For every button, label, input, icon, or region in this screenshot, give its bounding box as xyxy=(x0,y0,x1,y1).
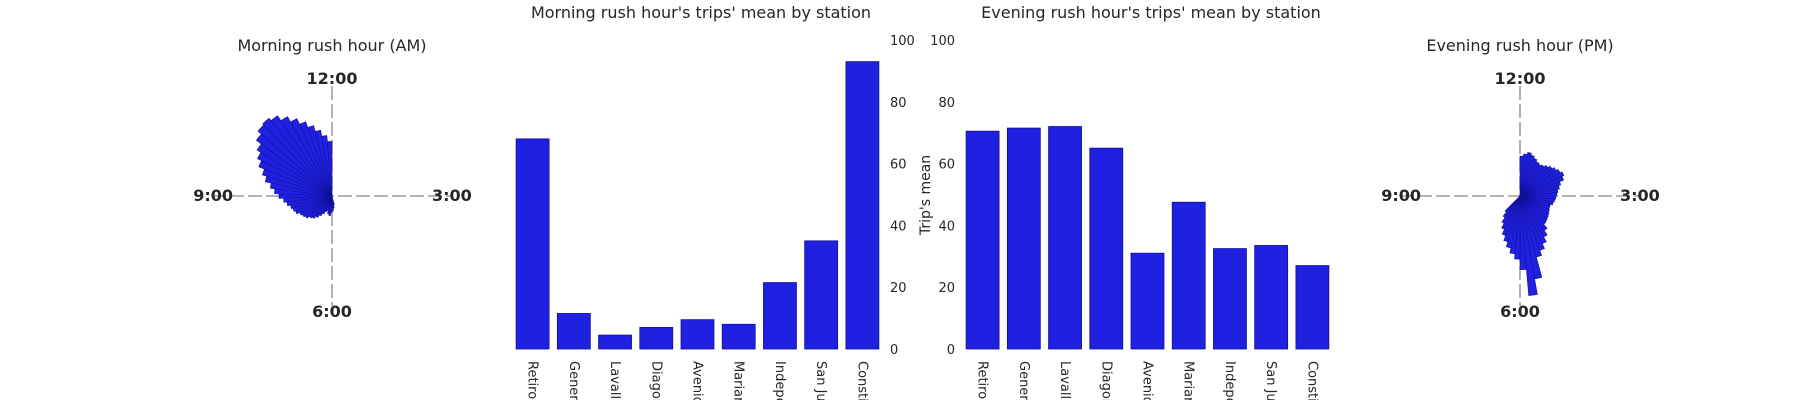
morning-ytick-0: 0 xyxy=(890,343,898,358)
morning-bars xyxy=(515,61,880,350)
evening-bars xyxy=(965,126,1330,350)
evening-ytick-4: 80 xyxy=(938,96,955,111)
morning-polar-bar-32 xyxy=(270,115,333,197)
evening-bar-8 xyxy=(1295,265,1330,350)
morning-bar-6 xyxy=(763,282,797,350)
evening-category-label-6: Indepe xyxy=(1222,361,1237,400)
evening-bar-3 xyxy=(1089,147,1124,350)
evening-category-label-5: Mariano xyxy=(1181,361,1196,400)
evening-ytick-3: 60 xyxy=(938,158,955,173)
morning-clock-label-12: 12:00 xyxy=(307,69,358,88)
morning-polar-bar-38 xyxy=(321,135,333,197)
morning-polar-chart: Morning rush hour (AM) 12:00 3:00 6:00 9… xyxy=(193,36,472,321)
morning-ytick-1: 20 xyxy=(890,281,907,296)
evening-polar-bar-17 xyxy=(1519,192,1558,197)
morning-ytick-4: 80 xyxy=(890,96,907,111)
morning-polar-title: Morning rush hour (AM) xyxy=(237,36,426,55)
evening-category-label-3: Diagon xyxy=(1098,361,1113,400)
evening-bar-title: Evening rush hour's trips' mean by stati… xyxy=(981,3,1321,22)
morning-category-label-4: Avenida xyxy=(690,361,705,400)
evening-ytick-0: 0 xyxy=(947,343,955,358)
evening-clock-label-3: 3:00 xyxy=(1620,186,1660,205)
morning-polar-bar-37 xyxy=(314,129,333,197)
morning-category-label-7: San Ju xyxy=(813,361,828,400)
morning-bar-8 xyxy=(845,61,880,350)
evening-category-labels: Retiro Gener Lavalle Diagon Avenida Mariano In… xyxy=(975,361,1320,400)
evening-bar-chart: Evening rush hour's trips' mean by stati… xyxy=(930,3,1330,400)
evening-bar-7 xyxy=(1254,245,1289,350)
morning-clock-label-6: 6:00 xyxy=(312,302,352,321)
morning-category-label-1: Gener xyxy=(566,361,581,400)
evening-polar-bar-34 xyxy=(1519,195,1538,296)
evening-category-label-8: Consti xyxy=(1304,361,1319,400)
morning-category-label-6: Indepe xyxy=(772,361,787,400)
evening-yticks: 0 20 40 60 80 100 xyxy=(930,34,955,358)
evening-bar-0 xyxy=(965,130,1000,350)
morning-category-label-0: Retiro xyxy=(525,361,540,399)
evening-polar-bar-16 xyxy=(1519,189,1559,197)
morning-polar-bar-36 xyxy=(307,125,333,197)
evening-polar-bar-15 xyxy=(1519,185,1560,197)
evening-bar-5 xyxy=(1171,201,1206,350)
morning-bar-4 xyxy=(680,319,715,350)
morning-clock-label-9: 9:00 xyxy=(193,186,233,205)
morning-bar-chart: Morning rush hour's trips' mean by stati… xyxy=(515,3,934,400)
morning-polar-bar-34 xyxy=(290,118,333,197)
morning-bar-1 xyxy=(556,313,591,350)
evening-bar-2 xyxy=(1048,126,1082,350)
morning-bar-title: Morning rush hour's trips' mean by stati… xyxy=(531,3,871,22)
evening-polar-bar-12 xyxy=(1519,171,1565,197)
evening-polar-bar-44 xyxy=(1504,195,1521,213)
morning-ylabel: Trip's mean xyxy=(918,155,934,236)
morning-category-label-5: Mariano xyxy=(731,361,746,400)
morning-polar-bar-35 xyxy=(299,121,333,197)
evening-ytick-5: 100 xyxy=(930,34,955,49)
morning-category-label-3: Diagon xyxy=(648,361,663,400)
morning-category-label-8: Consti xyxy=(854,361,869,400)
morning-bar-0 xyxy=(515,138,550,350)
evening-category-label-0: Retiro xyxy=(975,361,990,399)
morning-ytick-2: 40 xyxy=(890,219,907,234)
evening-clock-label-6: 6:00 xyxy=(1500,302,1540,321)
evening-category-label-2: Lavalle xyxy=(1057,361,1072,400)
evening-polar-title: Evening rush hour (PM) xyxy=(1426,36,1613,55)
evening-polar-bar-13 xyxy=(1519,176,1564,197)
morning-polar-bar-39 xyxy=(327,141,333,197)
morning-bar-3 xyxy=(639,326,674,350)
morning-bar-7 xyxy=(804,240,839,350)
morning-category-labels: Retiro Gener Lavalle Diagon Avenida Mariano In… xyxy=(525,361,870,400)
evening-polar-bar-14 xyxy=(1519,181,1562,197)
evening-bar-6 xyxy=(1213,248,1247,350)
evening-polar-chart: Evening rush hour (PM) 12:00 3:00 6:00 9… xyxy=(1381,36,1660,321)
evening-ytick-2: 40 xyxy=(938,219,955,234)
evening-clock-label-9: 9:00 xyxy=(1381,186,1421,205)
evening-polar-bar-35 xyxy=(1519,195,1527,270)
evening-category-label-7: San Ju xyxy=(1263,361,1278,400)
evening-bar-4 xyxy=(1130,252,1165,350)
evening-category-label-4: Avenida xyxy=(1140,361,1155,400)
morning-polar-bar-33 xyxy=(280,116,333,197)
morning-category-label-2: Lavalle xyxy=(607,361,622,400)
morning-bar-2 xyxy=(598,334,632,350)
morning-ytick-5: 100 xyxy=(890,34,915,49)
morning-ytick-3: 60 xyxy=(890,158,907,173)
evening-ytick-1: 20 xyxy=(938,281,955,296)
morning-yticks: 0 20 40 60 80 100 xyxy=(890,34,915,358)
morning-polar-bar-31 xyxy=(262,117,333,197)
evening-category-label-1: Gener xyxy=(1016,361,1031,400)
morning-polar-bars xyxy=(255,115,335,219)
evening-bar-1 xyxy=(1006,127,1041,350)
morning-clock-label-3: 3:00 xyxy=(432,186,472,205)
evening-clock-label-12: 12:00 xyxy=(1495,69,1546,88)
evening-polar-bars xyxy=(1501,152,1565,296)
morning-bar-5 xyxy=(721,323,756,350)
